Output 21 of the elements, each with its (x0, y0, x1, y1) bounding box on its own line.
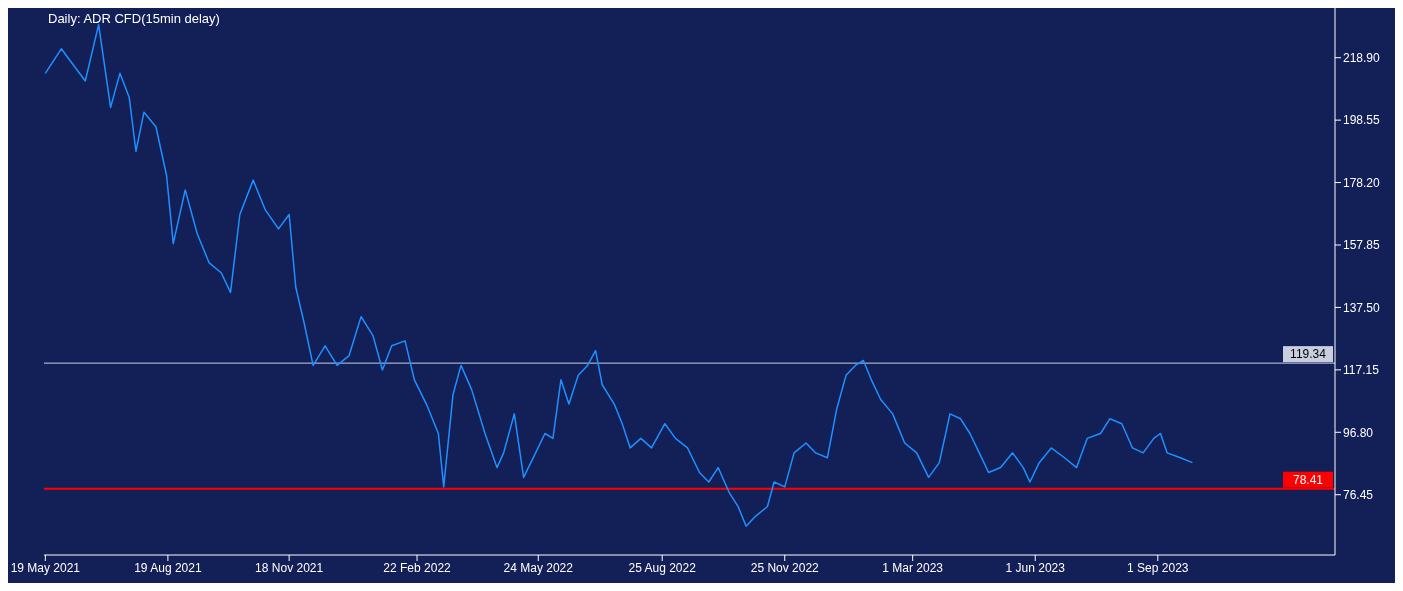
y-tick-label: 157.85 (1343, 238, 1381, 253)
y-tick-label: 96.80 (1343, 425, 1374, 440)
x-tick-label: 24 May 2022 (503, 560, 574, 575)
x-tick-label: 19 May 2021 (10, 560, 81, 575)
x-tick-label: 1 Mar 2023 (882, 560, 944, 575)
y-tick-label: 137.50 (1343, 300, 1381, 315)
x-tick-label: 1 Sep 2023 (1127, 560, 1189, 575)
ref-line-label: 78.41 (1292, 472, 1324, 487)
y-tick-label: 218.90 (1343, 50, 1381, 65)
x-tick-label: 18 Nov 2021 (255, 560, 324, 575)
y-tick-label: 117.15 (1343, 363, 1380, 378)
y-tick-label: 198.55 (1343, 113, 1381, 128)
y-tick-label: 178.20 (1343, 175, 1381, 190)
chart-title: Daily: ADR CFD(15min delay) (48, 11, 220, 26)
x-tick-label: 25 Aug 2022 (628, 560, 697, 575)
ref-line-label: 119.34 (1290, 347, 1327, 362)
x-tick-label: 19 Aug 2021 (134, 560, 202, 575)
y-tick-label: 76.45 (1343, 487, 1374, 502)
x-tick-label: 25 Nov 2022 (750, 560, 820, 575)
x-tick-label: 22 Feb 2022 (383, 560, 452, 575)
x-tick-label: 1 Jun 2023 (1005, 560, 1066, 575)
